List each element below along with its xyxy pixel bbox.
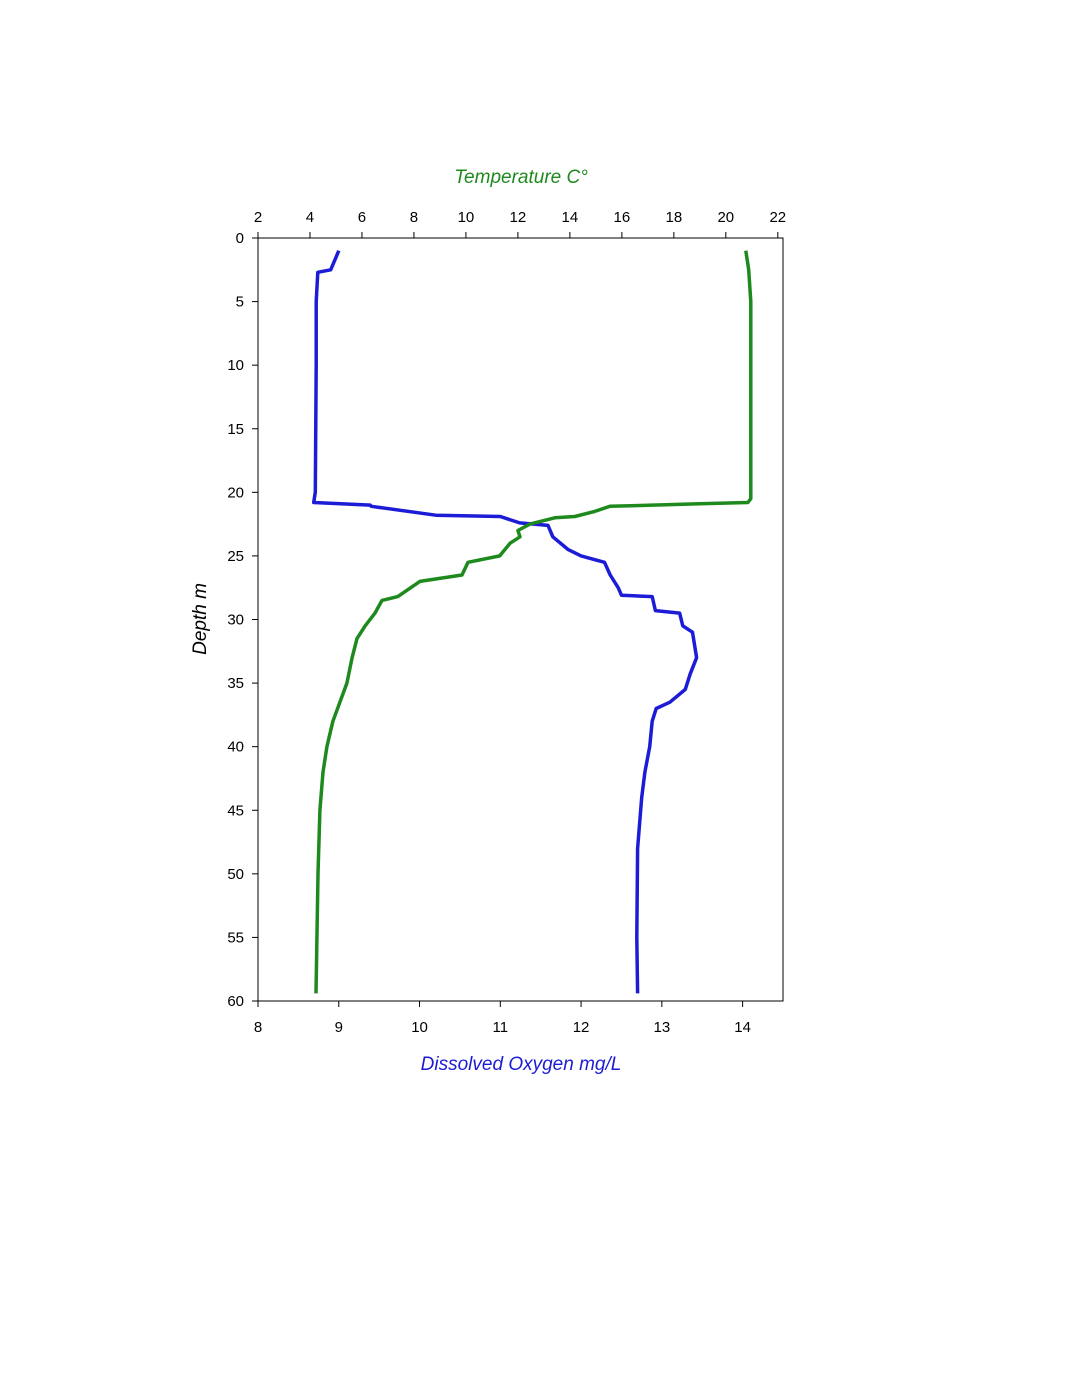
y-tick-label: 5 bbox=[236, 294, 244, 311]
y-tick-label: 15 bbox=[227, 421, 244, 438]
x2-tick-label: 10 bbox=[458, 209, 475, 226]
y-tick-label: 55 bbox=[227, 929, 244, 946]
x-tick-label: 13 bbox=[654, 1019, 671, 1036]
y-tick-label: 45 bbox=[227, 802, 244, 819]
x2-tick-label: 22 bbox=[769, 209, 786, 226]
y-tick-label: 30 bbox=[227, 612, 244, 629]
x-tick-label: 12 bbox=[573, 1019, 590, 1036]
y-tick-label: 20 bbox=[227, 484, 244, 501]
x2-tick-label: 6 bbox=[358, 209, 366, 226]
y-tick-label: 50 bbox=[227, 866, 244, 883]
x-tick-label: 14 bbox=[734, 1019, 751, 1036]
profile-line bbox=[314, 250, 753, 994]
x2-tick-label: 18 bbox=[665, 209, 682, 226]
y-axis-title: Depth m bbox=[190, 583, 211, 655]
x-tick-label: 10 bbox=[411, 1019, 428, 1036]
x2-tick-label: 16 bbox=[614, 209, 631, 226]
x2-tick-label: 20 bbox=[717, 209, 734, 226]
x-tick-label: 9 bbox=[335, 1019, 343, 1036]
x2-tick-label: 4 bbox=[306, 209, 314, 226]
y-tick-label: 0 bbox=[236, 230, 244, 247]
y-tick-label: 60 bbox=[227, 993, 244, 1010]
x2-tick-label: 14 bbox=[562, 209, 579, 226]
top-axis-title: Temperature C° bbox=[454, 167, 588, 188]
x-tick-label: 8 bbox=[254, 1019, 262, 1036]
y-tick-label: 10 bbox=[227, 357, 244, 374]
x2-tick-label: 8 bbox=[410, 209, 418, 226]
x2-tick-label: 12 bbox=[510, 209, 527, 226]
profile-line bbox=[311, 250, 699, 994]
x-tick-label: 11 bbox=[493, 1019, 509, 1036]
x2-tick-label: 2 bbox=[254, 209, 262, 226]
y-tick-label: 40 bbox=[227, 739, 244, 756]
y-tick-label: 25 bbox=[227, 548, 244, 565]
y-tick-label: 35 bbox=[227, 675, 244, 692]
bottom-axis-title: Dissolved Oxygen mg/L bbox=[421, 1054, 622, 1075]
